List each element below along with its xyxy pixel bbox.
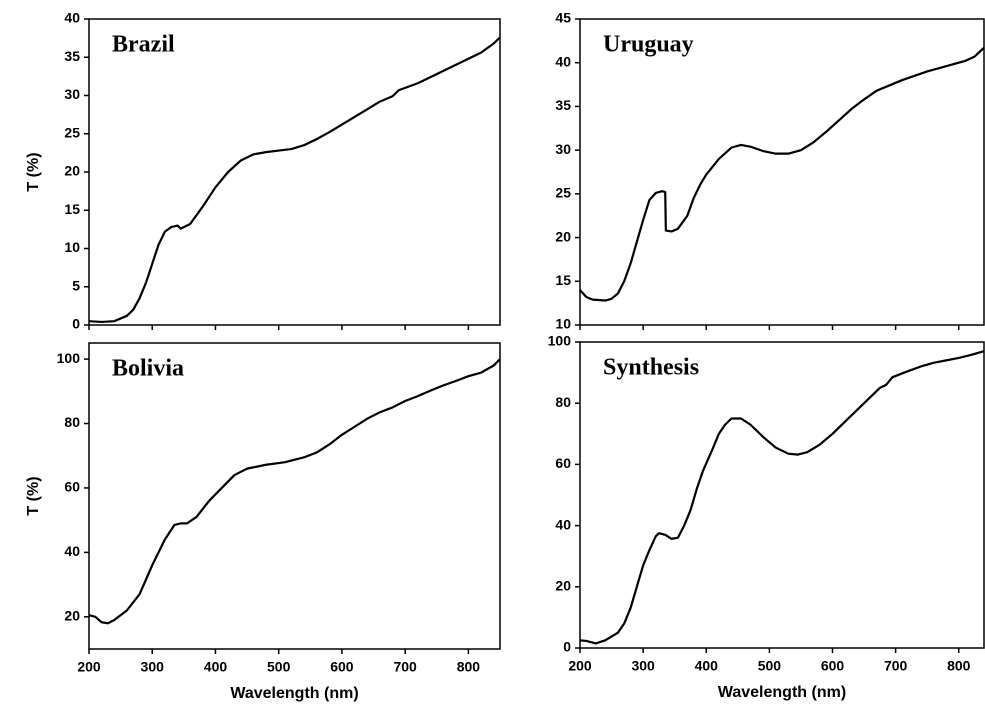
spectrum-line <box>579 47 985 302</box>
y-tick-label: 20 <box>64 163 80 179</box>
spectrum-line <box>579 350 985 645</box>
y-tick-label: 40 <box>64 543 80 559</box>
x-tick-label: 600 <box>821 658 845 674</box>
y-tick-label: 80 <box>64 414 80 430</box>
y-tick-label: 0 <box>563 639 571 655</box>
spectrum-line <box>88 36 501 324</box>
x-tick-label: 700 <box>884 658 908 674</box>
y-tick-label: 5 <box>72 277 80 293</box>
y-tick-label: 30 <box>555 141 571 157</box>
x-tick-label: 600 <box>330 659 354 675</box>
x-tick-label: 300 <box>141 659 165 675</box>
x-tick-label: 800 <box>457 659 481 675</box>
y-tick-label: 35 <box>64 48 80 64</box>
plot-frame <box>88 18 501 326</box>
y-tick-label: 100 <box>57 350 81 366</box>
plot-frame <box>88 342 501 650</box>
y-tick-label: 40 <box>64 10 80 26</box>
x-tick-label: 500 <box>758 658 782 674</box>
x-axis-label: Wavelength (nm) <box>718 684 846 701</box>
y-tick-label: 30 <box>64 86 80 102</box>
y-tick-label: 20 <box>555 578 571 594</box>
y-tick-label: 80 <box>555 394 571 410</box>
panel-label: Uruguay <box>603 32 694 58</box>
x-tick-label: 400 <box>204 659 228 675</box>
panel-label: Brazil <box>112 32 175 58</box>
panel-label: Bolivia <box>112 356 184 382</box>
spectrum-line <box>88 358 501 625</box>
y-axis-label: T (%) <box>25 152 42 191</box>
y-tick-label: 60 <box>64 479 80 495</box>
x-tick-label: 700 <box>393 659 417 675</box>
y-tick-label: 40 <box>555 53 571 69</box>
x-tick-label: 200 <box>77 659 101 675</box>
y-tick-label: 15 <box>555 272 571 288</box>
x-tick-label: 400 <box>695 658 719 674</box>
y-tick-label: 25 <box>555 185 571 201</box>
y-tick-label: 20 <box>555 228 571 244</box>
y-tick-label: 35 <box>555 97 571 113</box>
y-tick-label: 25 <box>64 124 80 140</box>
y-tick-label: 60 <box>555 455 571 471</box>
y-tick-label: 40 <box>555 516 571 532</box>
x-axis-label: Wavelength (nm) <box>230 685 358 702</box>
y-tick-label: 15 <box>64 201 80 217</box>
y-axis-label: T (%) <box>25 476 42 515</box>
x-tick-label: 800 <box>947 658 971 674</box>
y-tick-label: 45 <box>555 10 571 26</box>
plot-frame <box>579 341 985 649</box>
x-tick-label: 500 <box>267 659 291 675</box>
x-tick-label: 300 <box>631 658 655 674</box>
x-tick-label: 200 <box>568 658 592 674</box>
y-tick-label: 20 <box>64 607 80 623</box>
y-tick-label: 10 <box>64 239 80 255</box>
panel-label: Synthesis <box>603 355 699 381</box>
y-tick-label: 10 <box>555 316 571 332</box>
y-tick-label: 100 <box>548 333 572 349</box>
plot-frame <box>579 18 985 326</box>
y-tick-label: 0 <box>72 316 80 332</box>
